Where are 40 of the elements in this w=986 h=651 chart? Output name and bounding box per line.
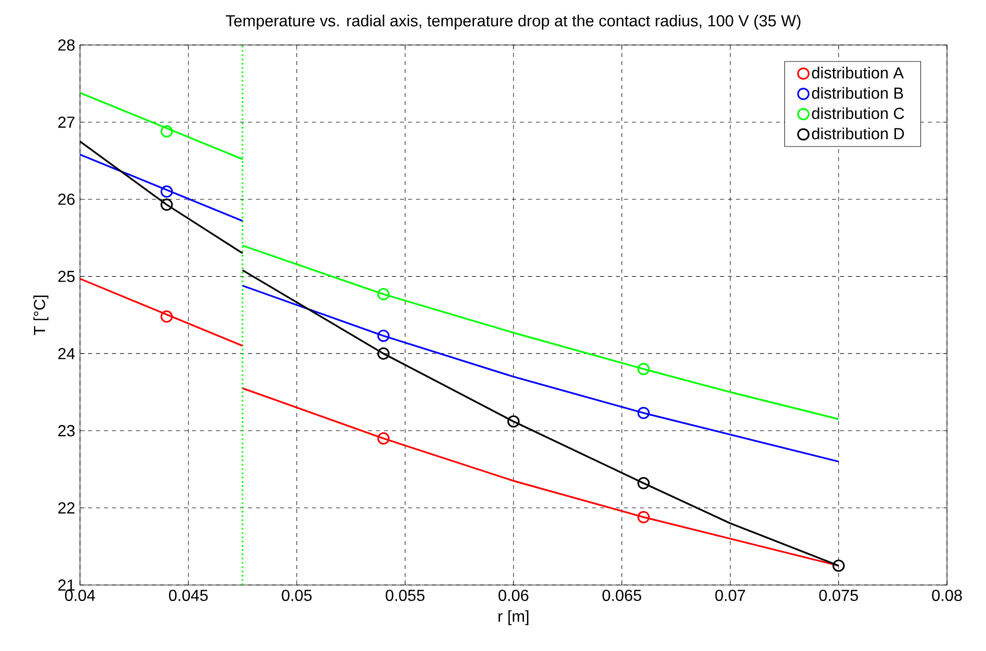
x-tick-label: 0.07	[715, 590, 746, 602]
point	[377, 347, 390, 360]
point	[160, 125, 173, 138]
point	[637, 362, 650, 376]
chart-title: Temperature vs. radial axis, temperature drop at the contact radius, 100 V (35 W)	[226, 14, 800, 30]
y-tick-label: 21	[58, 579, 75, 591]
x-tick-label: 0.065	[602, 590, 642, 602]
point	[832, 560, 845, 572]
x-axis-title: r [m]	[498, 610, 528, 626]
y-tick-label: 25	[58, 270, 75, 282]
x-tick-label: 0.075	[819, 590, 858, 602]
point	[160, 185, 173, 198]
x-tick-label: 0.04	[65, 590, 96, 602]
y-tick-label: 27	[58, 116, 74, 128]
point	[377, 288, 390, 300]
x-tick-label: 0.055	[386, 590, 424, 602]
y-tick-label: 28	[58, 39, 75, 51]
line-series	[242, 284, 840, 462]
x-tick-label: 0.045	[168, 590, 208, 602]
legend-label: distribution D	[812, 128, 904, 140]
y-tick-label: 23	[58, 425, 75, 436]
y-tick-label: 26	[58, 194, 75, 205]
point	[377, 330, 390, 342]
legend-label: distribution C	[812, 107, 904, 120]
legend-label: distribution A	[812, 66, 904, 79]
y-tick-label: 24	[58, 348, 75, 360]
x-tick-label: 0.08	[932, 590, 962, 602]
legend-label: distribution B	[812, 87, 903, 99]
point	[377, 432, 390, 445]
point	[160, 198, 173, 211]
point	[637, 406, 650, 420]
point	[507, 415, 520, 428]
y-tick-label: 22	[58, 502, 74, 514]
y-axis-title: T [°C]	[33, 296, 48, 336]
x-tick-label: 0.06	[498, 590, 528, 602]
point	[637, 477, 650, 490]
point	[160, 310, 173, 323]
line-series	[242, 387, 840, 567]
x-tick-label: 0.05	[282, 590, 312, 602]
point	[637, 510, 650, 524]
